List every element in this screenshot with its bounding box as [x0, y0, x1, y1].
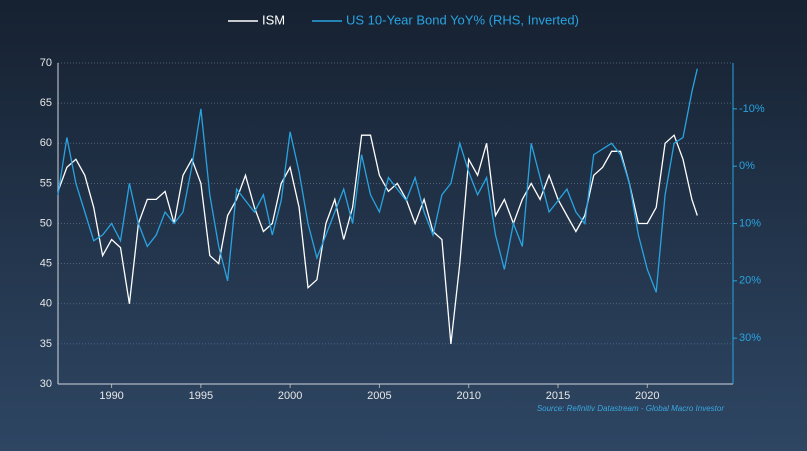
y2-tick-label: 20% [739, 275, 761, 287]
y2-tick-label: 30% [739, 332, 761, 344]
x-tick-label: 1995 [189, 390, 213, 402]
source-note: Source: Refinitiv Datastream - Global Ma… [537, 404, 725, 413]
y2-tick-label: -10% [739, 103, 765, 115]
y-tick-label: 45 [40, 258, 52, 270]
y-tick-label: 35 [40, 338, 52, 350]
series-line [57, 68, 698, 293]
legend-label: US 10-Year Bond YoY% (RHS, Inverted) [346, 12, 579, 27]
x-tick-label: 2015 [546, 390, 570, 402]
y-tick-label: 60 [40, 137, 52, 149]
x-tick-label: 2020 [635, 390, 659, 402]
x-tick-label: 2010 [456, 390, 480, 402]
y-tick-label: 55 [40, 177, 52, 189]
y-tick-label: 70 [40, 57, 52, 69]
series-line [57, 134, 698, 344]
x-tick-label: 1990 [99, 390, 123, 402]
x-tick-label: 2005 [367, 390, 391, 402]
y-tick-label: 30 [40, 378, 52, 390]
x-tick-label: 2000 [278, 390, 302, 402]
y2-tick-label: 10% [739, 217, 761, 229]
legend-label: ISM [262, 12, 285, 27]
y2-tick-label: 0% [739, 160, 755, 172]
y-tick-label: 50 [40, 217, 52, 229]
y-tick-label: 65 [40, 97, 52, 109]
y-tick-label: 40 [40, 298, 52, 310]
